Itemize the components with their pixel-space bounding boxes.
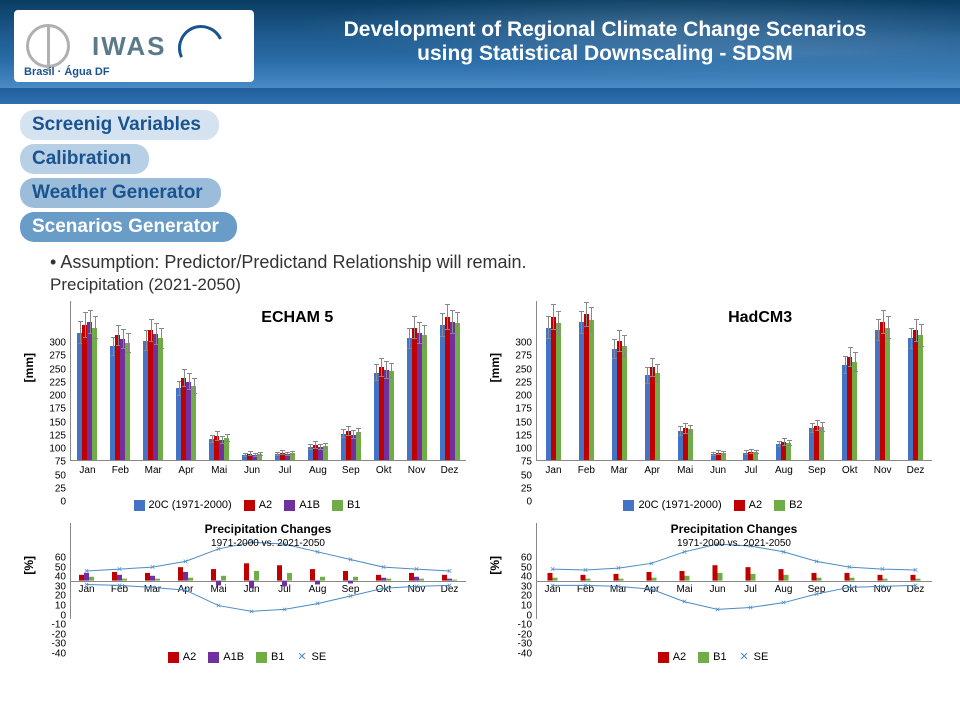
svg-text:×: × — [150, 562, 155, 572]
ylabel-left-bottom: [%] — [22, 556, 36, 575]
chart-changes-left: [%] Precipitation Changes 1971-2000 vs. … — [20, 519, 474, 649]
svg-text:×: × — [447, 566, 452, 576]
logo-subtitle: Brasil · Água DF — [24, 66, 110, 78]
chart-changes-title-right: Precipitation Changes 1971-2000 vs. 2021… — [671, 523, 798, 549]
nav-pill-3: Weather Generator — [20, 178, 221, 208]
ylabel-right-top: [mm] — [488, 353, 502, 382]
chart-changes-right-wrap: [%] Precipitation Changes 1971-2000 vs. … — [486, 513, 940, 663]
ylabel-right-bottom: [%] — [488, 556, 502, 575]
svg-text:×: × — [913, 565, 918, 575]
svg-text:×: × — [183, 556, 188, 566]
plot-area: Precipitation Changes 1971-2000 vs. 2021… — [536, 523, 932, 619]
plot-area: HadCM3 JanFebMarAprMaiJunJulAugSepOktNov… — [536, 301, 932, 461]
chart-echam5: [mm] ECHAM 5 JanFebMarAprMaiJunJulAugSep… — [20, 297, 474, 497]
svg-text:×: × — [348, 554, 353, 564]
svg-text:×: × — [880, 564, 885, 574]
logo-text: IWAS — [92, 31, 166, 62]
svg-text:×: × — [216, 601, 221, 611]
figure-title: Precipitation (2021-2050) — [50, 275, 940, 295]
assumption-bullet: Assumption: Predictor/Predictand Relatio… — [50, 252, 940, 273]
chart-title-hadcm3: HadCM3 — [728, 309, 792, 327]
nav-pill-2: Calibration — [20, 144, 149, 174]
svg-text:×: × — [315, 599, 320, 609]
nav-pill-1: Screenig Variables — [20, 110, 219, 140]
chart-changes-right: [%] Precipitation Changes 1971-2000 vs. … — [486, 519, 940, 649]
plot-area: Precipitation Changes 1971-2000 vs. 2021… — [70, 523, 466, 619]
svg-text:×: × — [84, 566, 89, 576]
legend-changes-left: A2A1BB1✕SE — [20, 651, 474, 663]
legend-changes-right: A2B1✕SE — [486, 651, 940, 663]
svg-text:×: × — [748, 602, 753, 612]
svg-text:×: × — [847, 562, 852, 572]
chart-hadcm3: [mm] HadCM3 JanFebMarAprMaiJunJulAugSepO… — [486, 297, 940, 497]
plot-area: ECHAM 5 JanFebMarAprMaiJunJulAugSepOktNo… — [70, 301, 466, 461]
svg-text:×: × — [282, 604, 287, 614]
title-line-1: Development of Regional Climate Change S… — [280, 18, 930, 42]
swirl-icon — [174, 21, 224, 71]
chart-changes-left-wrap: [%] Precipitation Changes 1971-2000 vs. … — [20, 513, 474, 663]
svg-text:×: × — [616, 563, 621, 573]
svg-text:×: × — [583, 565, 588, 575]
svg-text:×: × — [381, 562, 386, 572]
chart-hadcm3-wrap: [mm] HadCM3 JanFebMarAprMaiJunJulAugSepO… — [486, 297, 940, 511]
svg-text:×: × — [715, 604, 720, 614]
legend-echam5: 20C (1971-2000)A2A1BB1 — [20, 499, 474, 511]
title-line-2: using Statistical Downscaling - SDSM — [280, 42, 930, 66]
svg-text:×: × — [249, 606, 254, 616]
nav-pill-4: Scenarios Generator — [20, 212, 237, 242]
svg-text:×: × — [117, 564, 122, 574]
svg-text:×: × — [814, 556, 819, 566]
svg-text:×: × — [682, 597, 687, 607]
changes-title-2: 1971-2000 vs. 2021-2050 — [677, 538, 791, 549]
content: Screenig Variables Calibration Weather G… — [20, 110, 940, 712]
chart-title-echam5: ECHAM 5 — [261, 309, 333, 327]
logo: IWAS Brasil · Água DF — [14, 10, 254, 82]
svg-text:×: × — [649, 558, 654, 568]
page-title: Development of Regional Climate Change S… — [280, 18, 930, 66]
globe-icon — [24, 22, 84, 70]
chart-changes-title-left: Precipitation Changes 1971-2000 vs. 2021… — [205, 523, 332, 549]
ylabel-left-top: [mm] — [22, 353, 36, 382]
changes-title-1: Precipitation Changes — [671, 522, 798, 536]
svg-text:×: × — [414, 564, 419, 574]
bottom-charts-row: [%] Precipitation Changes 1971-2000 vs. … — [20, 513, 940, 663]
legend-hadcm3: 20C (1971-2000)A2B2 — [486, 499, 940, 511]
changes-title-2: 1971-2000 vs. 2021-2050 — [211, 538, 325, 549]
svg-text:×: × — [781, 598, 786, 608]
changes-title-1: Precipitation Changes — [205, 522, 332, 536]
chart-echam5-wrap: [mm] ECHAM 5 JanFebMarAprMaiJunJulAugSep… — [20, 297, 474, 511]
svg-text:×: × — [550, 564, 555, 574]
top-charts-row: [mm] ECHAM 5 JanFebMarAprMaiJunJulAugSep… — [20, 297, 940, 511]
